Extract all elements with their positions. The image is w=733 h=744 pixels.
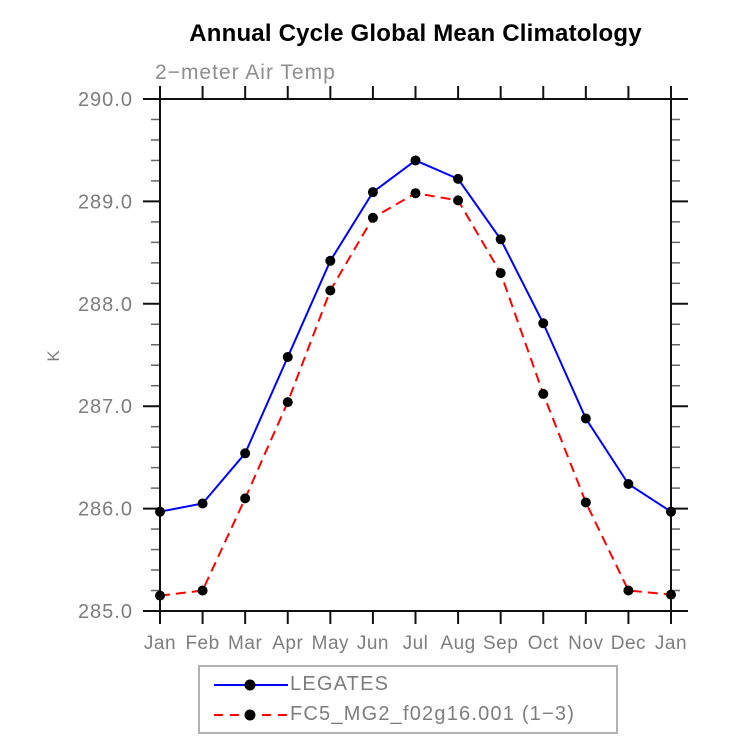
- data-point-marker: [495, 234, 506, 245]
- data-point-marker: [325, 255, 336, 266]
- y-tick-label: 289.0: [78, 191, 133, 213]
- x-tick-label: Jul: [403, 633, 429, 654]
- legend-line-sample-fc5: [214, 709, 288, 720]
- data-point-marker: [282, 352, 293, 363]
- legend-row-fc5: FC5_MG2_f02g16.001 (1−3): [214, 700, 616, 730]
- y-tick-label: 285.0: [78, 601, 133, 623]
- data-point-marker: [325, 285, 336, 296]
- data-point-marker: [623, 585, 634, 596]
- data-point-marker: [453, 195, 464, 206]
- y-tick-label: 287.0: [78, 396, 133, 418]
- y-tick-label: 290.0: [78, 89, 133, 111]
- data-point-marker: [538, 388, 549, 399]
- data-point-marker: [240, 493, 251, 504]
- x-tick-label: Mar: [228, 633, 262, 654]
- legend-label-legates: LEGATES: [290, 673, 390, 695]
- x-tick-label: Oct: [528, 633, 559, 654]
- legend-line-sample-legates: [214, 679, 288, 690]
- legend-sample-marker: [244, 679, 256, 690]
- data-point-marker: [453, 173, 464, 184]
- data-point-marker: [495, 268, 506, 279]
- data-point-marker: [367, 187, 378, 198]
- data-point-marker: [197, 585, 208, 596]
- data-point-marker: [666, 506, 676, 517]
- legend-label-fc5: FC5_MG2_f02g16.001 (1−3): [290, 703, 576, 725]
- data-point-marker: [155, 506, 165, 517]
- data-point-marker: [538, 318, 549, 329]
- data-point-marker: [282, 397, 293, 408]
- data-point-marker: [240, 448, 251, 459]
- data-point-marker: [197, 498, 208, 509]
- x-tick-label: Jan: [655, 633, 687, 654]
- x-tick-label: Jun: [357, 633, 389, 654]
- x-tick-label: Feb: [185, 633, 219, 654]
- data-point-marker: [155, 590, 165, 601]
- legend-sample-marker: [244, 709, 256, 720]
- x-tick-label: Aug: [440, 633, 475, 654]
- data-point-marker: [410, 155, 421, 166]
- chart-title: Annual Cycle Global Mean Climatology: [189, 20, 642, 47]
- x-tick-label: Jan: [144, 633, 176, 654]
- data-point-marker: [580, 413, 591, 424]
- x-tick-label: Sep: [483, 633, 518, 654]
- x-tick-label: Dec: [611, 633, 646, 654]
- legend-box: LEGATES FC5_MG2_f02g16.001 (1−3): [198, 665, 618, 734]
- x-tick-label: Apr: [272, 633, 303, 654]
- chart-subtitle: 2−meter Air Temp: [155, 61, 336, 84]
- y-tick-label: 286.0: [78, 499, 133, 521]
- series-line-0: [159, 159, 672, 513]
- plot-frame: [159, 98, 672, 612]
- data-point-marker: [580, 497, 591, 508]
- data-point-marker: [666, 589, 676, 600]
- data-point-marker: [410, 188, 421, 199]
- legend-row-legates: LEGATES: [214, 670, 616, 700]
- x-tick-label: Nov: [568, 633, 603, 654]
- data-point-marker: [367, 212, 378, 223]
- series-line-1: [159, 192, 672, 597]
- data-point-marker: [623, 479, 634, 490]
- x-tick-label: May: [312, 633, 349, 654]
- y-tick-label: 288.0: [78, 294, 133, 316]
